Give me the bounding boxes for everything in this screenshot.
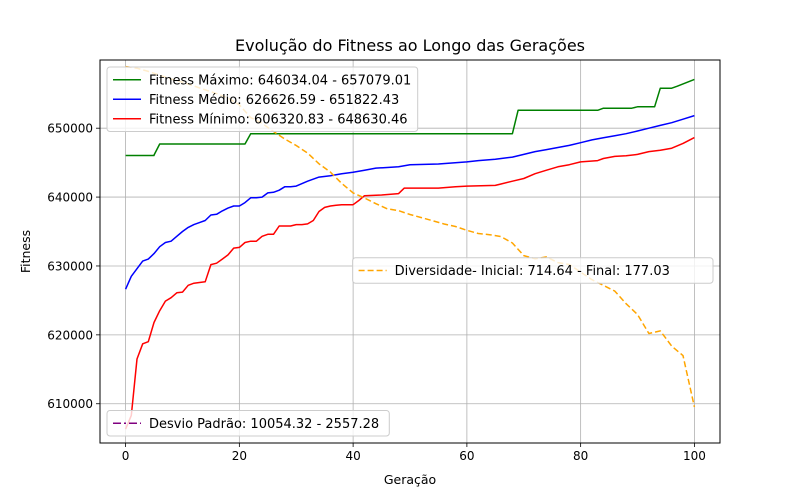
x-tick-label: 100 xyxy=(683,449,706,463)
y-tick-label: 630000 xyxy=(47,259,93,273)
legend-label: Diversidade- Inicial: 714.64 - Final: 17… xyxy=(395,264,670,279)
x-tick-label: 60 xyxy=(459,449,474,463)
series-line-2 xyxy=(124,136,695,430)
legend-frame xyxy=(106,410,390,437)
y-tick-label: 640000 xyxy=(47,191,93,205)
y-tick-label: 610000 xyxy=(47,397,93,411)
x-tick-label: 20 xyxy=(232,449,247,463)
legend-label: Fitness Médio: 626626.59 - 651822.43 xyxy=(149,93,399,108)
y-tick-label: 650000 xyxy=(47,122,93,136)
legend-frame xyxy=(352,257,714,284)
x-tick-label: 0 xyxy=(122,449,130,463)
x-axis-label: Geração xyxy=(384,472,436,487)
legend-frame xyxy=(106,66,419,132)
legend-label: Desvio Padrão: 10054.32 - 2557.28 xyxy=(149,417,379,432)
tick-layer: 0 20 40 60 80 100 610000 620000 630000 640000 6500… xyxy=(47,122,706,463)
x-tick-label: 80 xyxy=(573,449,588,463)
chart-title: Evolução do Fitness ao Longo das Geraçõe… xyxy=(235,36,585,55)
y-tick-label: 620000 xyxy=(47,328,93,342)
legend-box-0: Fitness Máximo: 646034.04 - 657079.01 Fit… xyxy=(106,66,419,132)
series-line-1 xyxy=(124,114,695,290)
legend-layer: Fitness Máximo: 646034.04 - 657079.01 Fit… xyxy=(106,66,714,437)
y-axis-label: Fitness xyxy=(18,230,33,273)
series-line-0 xyxy=(125,78,695,157)
legend-label: Fitness Mínimo: 606320.83 - 648630.46 xyxy=(149,112,408,127)
legend-box-2: Desvio Padrão: 10054.32 - 2557.28 xyxy=(106,410,390,437)
x-tick-label: 40 xyxy=(345,449,360,463)
legend-label: Fitness Máximo: 646034.04 - 657079.01 xyxy=(149,73,411,88)
plot-frame xyxy=(99,59,721,444)
legend-box-1: Diversidade- Inicial: 714.64 - Final: 17… xyxy=(352,257,714,284)
